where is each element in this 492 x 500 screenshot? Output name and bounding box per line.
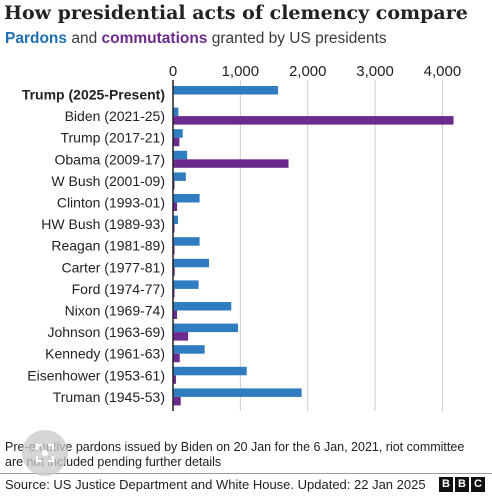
commutations-bar	[173, 396, 181, 406]
x-tick-label: 4,000	[424, 63, 462, 80]
chart-subtitle: Pardons and commutations granted by US p…	[5, 30, 387, 48]
commutations-bar	[173, 332, 189, 341]
legend-commutations: commutations	[101, 30, 208, 47]
pardons-bar	[173, 150, 188, 160]
commutations-bar	[173, 202, 178, 211]
category-label: Johnson (1963-69)	[47, 324, 165, 340]
pardons-bar	[173, 129, 183, 138]
bbc-logo-letter: B	[439, 477, 453, 492]
category-label: Trump (2025-Present)	[22, 87, 165, 103]
bbc-logo-letter: C	[471, 477, 485, 492]
x-tick-label: 2,000	[289, 63, 327, 80]
chart-title: How presidential acts of clemency compar…	[4, 2, 468, 24]
x-tick-label: 0	[169, 63, 177, 80]
pardons-bar	[173, 302, 232, 311]
subtitle-and: and	[67, 30, 102, 47]
pardons-bar	[173, 172, 186, 181]
category-label: Carter (1977-81)	[62, 259, 166, 275]
pardons-bar	[173, 323, 238, 333]
category-label: HW Bush (1989-93)	[41, 216, 165, 232]
footer-divider	[0, 473, 492, 474]
lens-search-icon[interactable]	[22, 430, 68, 476]
pardons-bar	[173, 237, 200, 246]
commutations-bar	[173, 353, 180, 363]
commutations-bar	[173, 116, 454, 125]
pardons-bar	[173, 366, 247, 376]
category-label: Obama (2009-17)	[54, 151, 165, 167]
commutations-bar	[173, 310, 178, 319]
commutations-bar	[173, 159, 289, 168]
category-label: Ford (1974-77)	[72, 281, 165, 297]
category-label: Reagan (1981-89)	[51, 238, 165, 254]
legend-pardons: Pardons	[5, 30, 68, 47]
footnote: Pre-emptive pardons issued by Biden on 2…	[5, 440, 465, 469]
category-label: Eisenhower (1953-61)	[27, 367, 165, 383]
pardons-bar	[173, 107, 179, 117]
category-label: Clinton (1993-01)	[57, 195, 165, 211]
x-tick-label: 1,000	[222, 63, 260, 80]
pardons-bar	[173, 258, 210, 268]
pardons-bar	[173, 280, 199, 289]
pardons-bar	[173, 215, 179, 225]
subtitle-rest: granted by US presidents	[207, 30, 387, 47]
category-label: Trump (2017-21)	[60, 130, 165, 146]
category-label: Nixon (1969-74)	[65, 303, 165, 319]
category-label: Kennedy (1961-63)	[45, 346, 165, 362]
x-tick-label: 3,000	[356, 63, 394, 80]
pardons-bar	[173, 194, 200, 203]
commutations-bar	[173, 375, 177, 384]
commutations-bar	[173, 267, 175, 276]
pardons-bar	[173, 345, 205, 354]
bbc-logo-letter: B	[455, 477, 469, 492]
bbc-logo: B B C	[439, 477, 485, 492]
category-label: Biden (2021-25)	[65, 108, 165, 124]
category-label: W Bush (2001-09)	[51, 173, 165, 189]
commutations-bar	[173, 137, 180, 147]
clemency-bar-chart: 0 1,000 2,000 3,000 4,000 Trump (2025-Present…	[22, 63, 462, 411]
source-note: Source: US Justice Department and White …	[5, 477, 426, 492]
pardons-bar	[173, 388, 302, 397]
pardons-bar	[173, 86, 279, 95]
category-label: Truman (1945-53)	[53, 389, 165, 405]
